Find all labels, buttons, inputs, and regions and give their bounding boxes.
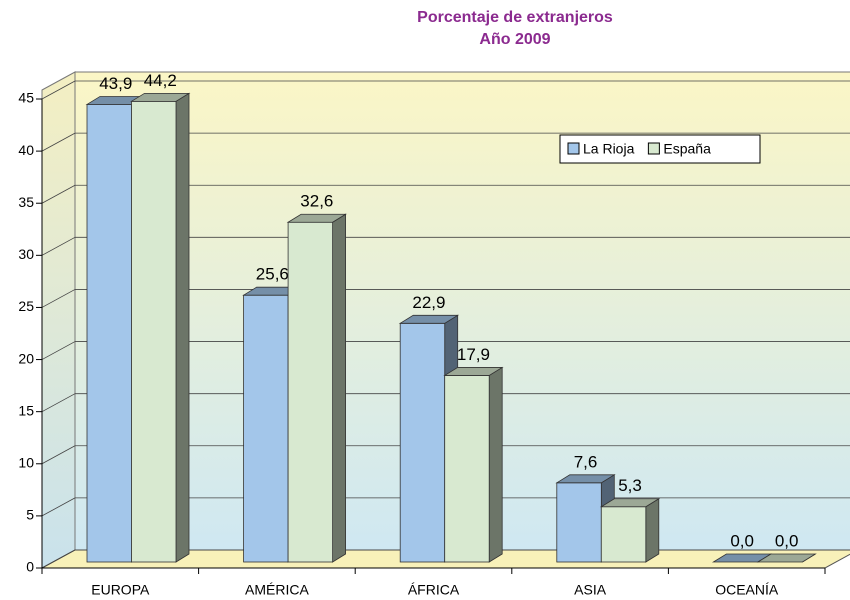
bar [444, 375, 490, 563]
value-label: 7,6 [574, 452, 598, 471]
x-tick-label: ÁFRICA [408, 582, 460, 598]
y-tick-label: 5 [26, 507, 34, 523]
bar-side [488, 366, 503, 563]
y-tick-label: 20 [18, 350, 34, 366]
x-tick-label: OCEANÍA [715, 582, 779, 598]
chart-title: Porcentaje de extranjeros [417, 9, 613, 26]
y-tick-label: 15 [18, 402, 34, 418]
bar [399, 322, 446, 563]
side-wall [41, 71, 76, 569]
bar [86, 104, 132, 563]
bar-top [555, 474, 616, 484]
bar-top [599, 498, 661, 508]
bar-top [286, 213, 348, 223]
bar-top [756, 553, 817, 563]
y-tick-label: 40 [18, 142, 34, 158]
legend-swatch [647, 142, 660, 155]
legend-swatch [567, 142, 580, 155]
value-label: 44,2 [144, 71, 177, 90]
value-label: 17,9 [457, 345, 490, 364]
x-tick-label: AMÉRICA [245, 582, 309, 598]
bar [556, 482, 602, 563]
grid-line [41, 549, 76, 569]
value-label: 5,3 [618, 476, 642, 495]
legend-label: La Rioja [583, 141, 635, 157]
legend-label: España [663, 141, 711, 157]
y-tick-label: 0 [26, 559, 34, 575]
value-label: 32,6 [300, 192, 333, 211]
value-label: 0,0 [775, 531, 799, 550]
grid-line [41, 132, 76, 152]
bar [131, 100, 177, 563]
bar-side [332, 213, 347, 563]
bar-side [645, 498, 660, 563]
chart-subtitle: Año 2009 [479, 31, 550, 48]
y-tick-label: 30 [18, 246, 34, 262]
bar-top [398, 314, 460, 324]
value-label: 25,6 [256, 265, 289, 284]
grid-line [41, 184, 76, 204]
value-label: 0,0 [730, 531, 754, 550]
value-label: 22,9 [412, 293, 445, 312]
x-tick-label: ASIA [574, 582, 607, 598]
grid-line [41, 289, 76, 308]
legend-box [559, 134, 761, 164]
value-label: 43,9 [99, 74, 132, 93]
grid-line [41, 393, 76, 413]
bar [243, 294, 289, 563]
grid-line [41, 497, 76, 517]
bar-side [175, 92, 190, 563]
grid-line [41, 236, 76, 256]
bar-top [443, 367, 504, 376]
bar-top [130, 92, 191, 102]
y-tick-label: 10 [18, 454, 34, 470]
y-tick-label: 45 [18, 90, 34, 106]
grid-line [41, 80, 76, 100]
bar [287, 221, 334, 563]
grid-line [41, 445, 76, 465]
y-tick-label: 35 [18, 194, 34, 210]
grid-line [41, 341, 76, 360]
y-tick-label: 25 [18, 298, 34, 314]
bar [600, 506, 647, 563]
x-tick-label: EUROPA [91, 582, 150, 598]
